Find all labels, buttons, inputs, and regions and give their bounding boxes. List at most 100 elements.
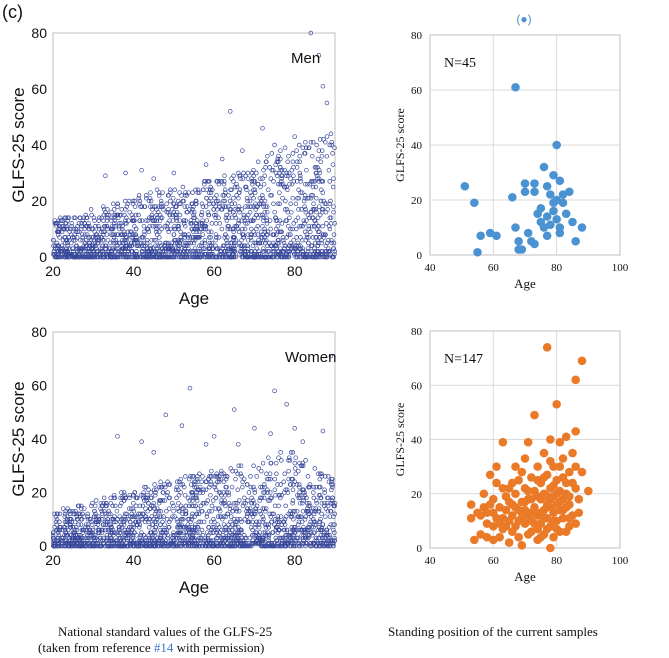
- data-point: [206, 235, 212, 240]
- data-point: [254, 204, 259, 209]
- data-point: [129, 229, 134, 235]
- data-point: [93, 243, 98, 249]
- data-point: [210, 187, 215, 193]
- data-point: [281, 184, 287, 190]
- data-point: [204, 254, 210, 260]
- data-point: [215, 514, 221, 519]
- data-point: [298, 246, 304, 251]
- data-point: [152, 506, 158, 511]
- data-point: [68, 533, 74, 538]
- data-point: [111, 530, 117, 535]
- data-point: [206, 229, 211, 235]
- data-point: [79, 221, 84, 226]
- data-point: [311, 490, 316, 495]
- data-point: [260, 176, 265, 181]
- data-point: [192, 530, 197, 535]
- data-point: [111, 519, 117, 525]
- data-point: [82, 506, 87, 511]
- data-point: [224, 484, 229, 490]
- data-point: [282, 522, 288, 527]
- data-point: [312, 466, 318, 471]
- data-point: [223, 476, 229, 482]
- data-point: [280, 535, 286, 541]
- data-point: [251, 500, 257, 506]
- data-point: [295, 514, 301, 519]
- data-point: [132, 204, 138, 209]
- caption-national-line1: National standard values of the GLFS-25: [58, 624, 273, 639]
- data-point: [92, 543, 97, 549]
- data-point: [233, 500, 239, 506]
- data-point: [202, 246, 208, 251]
- data-point: [162, 254, 167, 260]
- data-point: [153, 237, 159, 243]
- data-point: [96, 240, 101, 246]
- data-point: [320, 522, 325, 527]
- data-point: [571, 427, 580, 436]
- data-point: [112, 223, 117, 229]
- data-point: [269, 193, 274, 198]
- data-point: [202, 237, 208, 243]
- data-point: [256, 251, 261, 257]
- data-point: [236, 508, 242, 514]
- data-point: [229, 533, 235, 538]
- data-point: [324, 221, 329, 226]
- data-point: [183, 538, 188, 543]
- data-point: [198, 503, 204, 509]
- data-point: [243, 221, 248, 226]
- outlier-point: [179, 423, 185, 428]
- data-point: [113, 223, 119, 229]
- data-point: [297, 500, 303, 506]
- data-point: [148, 530, 153, 535]
- data-point: [186, 538, 191, 543]
- data-point: [248, 237, 254, 243]
- data-point: [174, 495, 179, 501]
- data-point: [311, 484, 317, 490]
- data-point: [140, 503, 146, 509]
- data-point: [197, 530, 202, 535]
- data-point: [129, 212, 135, 218]
- data-point: [216, 506, 222, 511]
- data-point: [79, 506, 84, 511]
- data-point: [282, 207, 288, 212]
- data-point: [227, 506, 233, 511]
- data-point: [95, 541, 101, 546]
- data-point: [208, 519, 214, 525]
- data-point: [183, 243, 188, 249]
- data-point: [104, 503, 109, 509]
- data-point: [322, 541, 328, 546]
- data-point: [265, 490, 270, 495]
- data-point: [97, 530, 102, 535]
- data-point: [271, 511, 276, 517]
- data-point: [101, 207, 107, 212]
- data-point: [114, 543, 120, 549]
- data-point: [235, 471, 240, 477]
- data-point: [286, 153, 291, 159]
- data-point: [318, 517, 323, 522]
- data-point: [275, 482, 280, 487]
- data-point: [192, 246, 198, 251]
- data-point: [296, 195, 302, 201]
- data-point: [173, 541, 178, 546]
- data-point: [514, 475, 523, 485]
- data-point: [290, 159, 296, 165]
- data-point: [103, 514, 109, 519]
- data-point: [329, 240, 335, 246]
- data-point: [187, 533, 193, 538]
- data-point: [549, 206, 558, 216]
- data-point: [155, 254, 160, 260]
- data-point: [272, 517, 278, 522]
- reference-link[interactable]: #14: [153, 640, 174, 655]
- data-point: [264, 471, 269, 477]
- data-point: [64, 519, 70, 525]
- data-point: [279, 522, 285, 527]
- data-point: [151, 487, 157, 493]
- data-point: [274, 232, 279, 237]
- data-point: [296, 142, 302, 148]
- data-point: [176, 492, 182, 498]
- data-point: [304, 535, 309, 541]
- data-point: [533, 475, 542, 485]
- data-point: [199, 201, 205, 207]
- data-point: [257, 530, 263, 535]
- data-point: [290, 527, 295, 533]
